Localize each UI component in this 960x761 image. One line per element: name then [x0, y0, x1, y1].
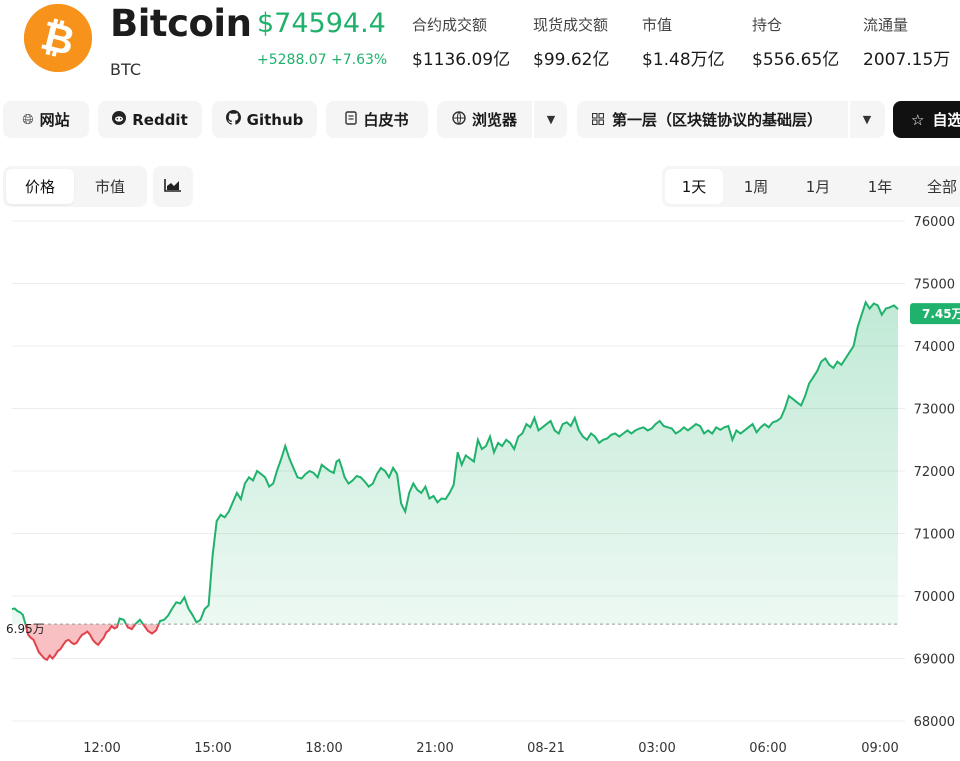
- coin-header: ₿ Bitcoin BTC $74594.4 +5288.07 +7.63% 合…: [0, 0, 960, 92]
- x-tick-label: 12:00: [83, 741, 120, 756]
- category-button[interactable]: 第一层（区块链协议的基础层）: [577, 101, 822, 138]
- stat-label: 市值: [642, 16, 673, 34]
- x-tick-label: 09:00: [861, 741, 898, 756]
- range-1d[interactable]: 1天: [665, 169, 723, 204]
- chevron-down-icon[interactable]: ▼: [862, 113, 872, 126]
- stat-value: $1136.09亿: [412, 50, 511, 70]
- stat-label: 现货成交额: [533, 16, 609, 34]
- grid-icon: [591, 111, 605, 129]
- tab-price[interactable]: 价格: [6, 169, 74, 204]
- category-dropdown[interactable]: 第一层（区块链协议的基础层） ▼: [577, 101, 885, 138]
- globe-icon: 🌐︎: [22, 111, 34, 128]
- stat-label: 流通量: [863, 16, 909, 34]
- watchlist-label: 自选: [932, 111, 960, 129]
- x-tick-label: 08-21: [527, 741, 565, 756]
- y-tick-label: 76000: [914, 215, 955, 230]
- stat-label: 合约成交额: [412, 16, 488, 34]
- category-label: 第一层（区块链协议的基础层）: [612, 111, 823, 129]
- tab-market-cap[interactable]: 市值: [94, 178, 125, 196]
- stat-value: 2007.15万: [863, 50, 951, 70]
- whitepaper-button[interactable]: 白皮书: [326, 101, 428, 138]
- range-1y[interactable]: 1年: [867, 178, 893, 196]
- y-tick-label: 71000: [914, 528, 955, 543]
- github-icon: [225, 110, 241, 129]
- explorer-dropdown[interactable]: 浏览器 ▼: [437, 101, 567, 138]
- y-tick-label: 75000: [914, 278, 955, 293]
- reddit-icon: [112, 110, 127, 129]
- range-all[interactable]: 全部: [926, 178, 957, 196]
- price-change-absolute: +5288.07: [257, 52, 327, 68]
- stat-spot-volume: 现货成交额 $99.62亿: [533, 14, 609, 70]
- price-chart[interactable]: 68000 69000 70000 71000 72000 73000 74000 75000…: [0, 208, 960, 761]
- explorer-button[interactable]: 浏览器: [437, 101, 517, 138]
- reddit-button[interactable]: Reddit: [98, 101, 202, 138]
- price-change-percent: +7.63%: [331, 52, 388, 68]
- website-label: 网站: [39, 111, 70, 129]
- price-chart-svg: 68000 69000 70000 71000 72000 73000 74000 75000…: [6, 215, 960, 756]
- chart-mode-toggle: 价格 市值: [3, 166, 147, 207]
- area-chart-icon: [164, 177, 182, 196]
- current-price: $74594.4: [257, 8, 386, 39]
- reddit-label: Reddit: [132, 110, 188, 129]
- search-globe-icon: [452, 110, 466, 129]
- coin-symbol: BTC: [110, 60, 141, 79]
- bitcoin-logo-icon: ₿: [24, 4, 92, 72]
- x-tick-label: 21:00: [416, 741, 453, 756]
- whitepaper-label: 白皮书: [363, 111, 409, 129]
- price-area-down: [12, 624, 898, 660]
- x-tick-label: 18:00: [305, 741, 342, 756]
- explorer-label: 浏览器: [472, 111, 518, 129]
- y-tick-label: 72000: [914, 465, 955, 480]
- last-price-label: 7.45万: [922, 307, 960, 321]
- website-button[interactable]: 🌐︎ 网站: [3, 101, 89, 138]
- add-to-watchlist-button[interactable]: ☆ 自选: [893, 101, 960, 138]
- range-1w[interactable]: 1周: [743, 178, 769, 196]
- divider: [848, 101, 850, 138]
- y-tick-label: 70000: [914, 590, 955, 605]
- stat-circulating-supply: 流通量 2007.15万: [863, 14, 950, 70]
- github-button[interactable]: Github: [212, 101, 317, 138]
- coin-name: Bitcoin: [110, 2, 252, 45]
- y-tick-label: 68000: [914, 715, 955, 730]
- y-tick-label: 73000: [914, 403, 955, 418]
- stat-market-cap: 市值 $1.48万亿: [642, 14, 725, 70]
- stat-futures-volume: 合约成交额 $1136.09亿: [412, 14, 510, 70]
- x-tick-label: 15:00: [194, 741, 231, 756]
- price-line-down: [24, 624, 160, 662]
- chevron-down-icon[interactable]: ▼: [546, 113, 556, 126]
- price-area-up: [12, 302, 898, 625]
- x-tick-label: 03:00: [638, 741, 675, 756]
- divider: [532, 101, 534, 138]
- last-price-tag: [910, 303, 960, 325]
- range-1m[interactable]: 1月: [805, 178, 831, 196]
- stat-value: $1.48万亿: [642, 50, 725, 70]
- stat-value: $556.65亿: [752, 50, 840, 70]
- y-tick-label: 74000: [914, 340, 955, 355]
- chart-type-button[interactable]: [153, 166, 193, 207]
- y-tick-label: 69000: [914, 653, 955, 668]
- document-icon: [345, 110, 358, 129]
- star-icon: ☆: [911, 110, 925, 129]
- stat-label: 持仓: [752, 16, 783, 34]
- x-tick-label: 06:00: [749, 741, 786, 756]
- baseline-label: 6.95万: [6, 622, 45, 636]
- stat-open-interest: 持仓 $556.65亿: [752, 14, 839, 70]
- stat-value: $99.62亿: [533, 50, 610, 70]
- price-line-up: [11, 299, 899, 625]
- time-range-selector: 1天 1周 1月 1年 全部: [662, 166, 960, 207]
- github-label: Github: [246, 110, 304, 129]
